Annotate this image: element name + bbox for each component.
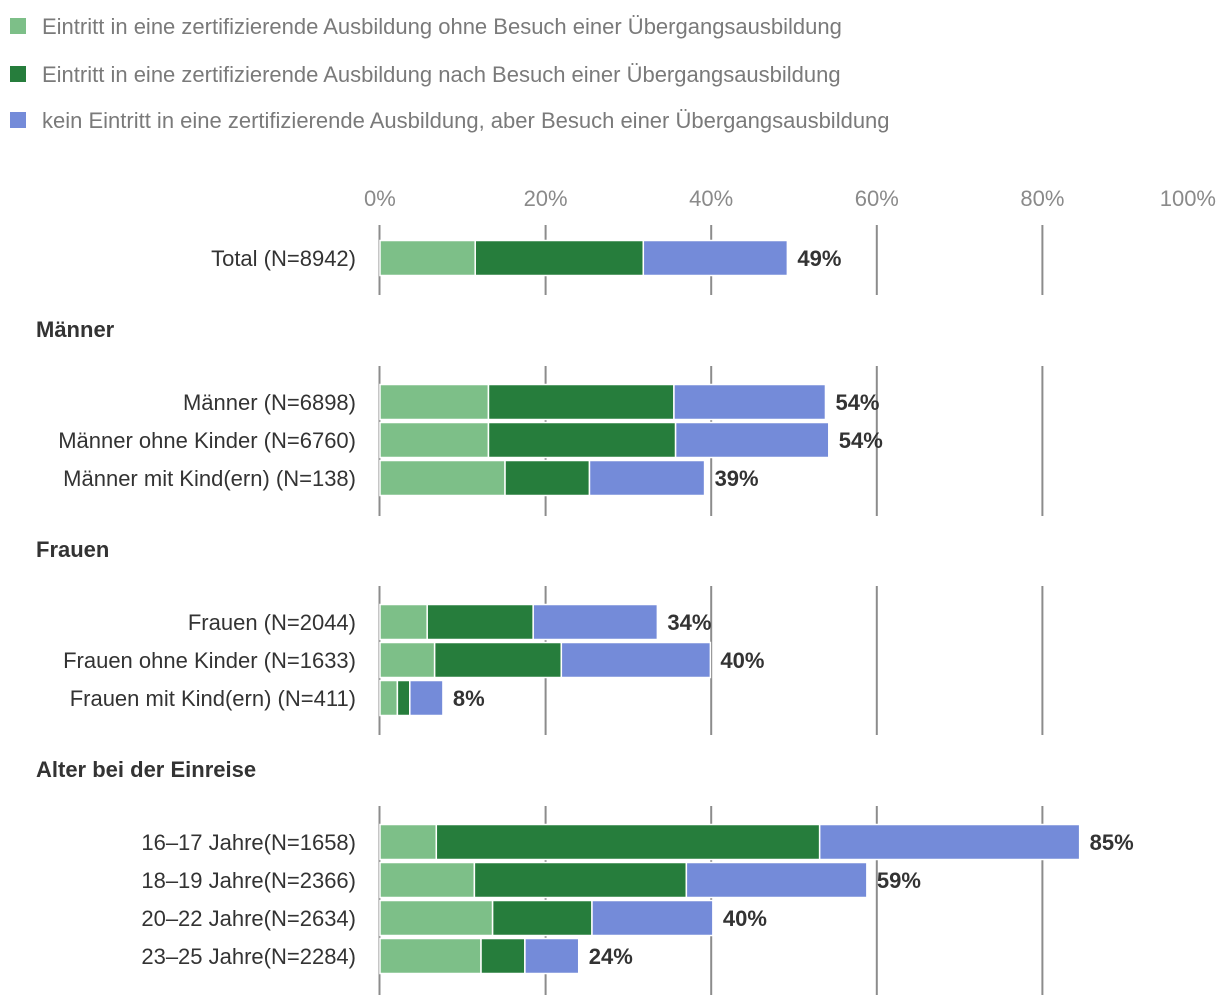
legend-swatch-3: [10, 112, 26, 128]
bar-segment-1: [379, 603, 428, 641]
row-label: Frauen mit Kind(ern) (N=411): [70, 686, 356, 711]
group-title: Frauen: [36, 537, 109, 562]
bar-segment-2: [396, 679, 411, 717]
bar-segment-3: [524, 937, 580, 975]
row-label: Total (N=8942): [211, 246, 356, 271]
bar-segment-2: [480, 937, 526, 975]
x-tick-label: 0%: [364, 186, 396, 211]
total-label: 85%: [1090, 830, 1134, 855]
bar-segment-2: [474, 239, 645, 277]
bar-segment-1: [379, 459, 506, 497]
bar-segment-2: [473, 861, 688, 899]
total-label: 40%: [720, 648, 764, 673]
bar-segment-1: [379, 383, 490, 421]
x-tick-label: 100%: [1160, 186, 1216, 211]
bar-segment-3: [588, 459, 706, 497]
bar-segment-1: [379, 641, 436, 679]
total-label: 24%: [589, 944, 633, 969]
bar-segment-1: [379, 861, 476, 899]
bar-segment-3: [685, 861, 868, 899]
row-label: Männer (N=6898): [183, 390, 356, 415]
row-label: Frauen ohne Kinder (N=1633): [63, 648, 356, 673]
row-label: Männer mit Kind(ern) (N=138): [63, 466, 356, 491]
legend-label-1: Eintritt in eine zertifizierende Ausbild…: [42, 14, 842, 39]
bar-segment-2: [491, 899, 593, 937]
row-label: 20–22 Jahre(N=2634): [141, 906, 356, 931]
legend-label-3: kein Eintritt in eine zertifizierende Au…: [42, 108, 890, 133]
total-label: 40%: [723, 906, 767, 931]
bar-segment-2: [435, 823, 821, 861]
bar-segment-1: [379, 899, 494, 937]
group-title: Männer: [36, 317, 115, 342]
bar-segment-3: [818, 823, 1081, 861]
bar-segment-3: [674, 421, 830, 459]
total-label: 54%: [839, 428, 883, 453]
legend-label-2: Eintritt in eine zertifizierende Ausbild…: [42, 62, 841, 87]
bar-segment-1: [379, 239, 476, 277]
total-label: 39%: [715, 466, 759, 491]
bar-segment-3: [409, 679, 444, 717]
bar-segment-2: [433, 641, 563, 679]
bar-segment-1: [379, 421, 490, 459]
bar-segment-1: [379, 823, 438, 861]
bar-segment-3: [642, 239, 789, 277]
row-label: Männer ohne Kinder (N=6760): [58, 428, 356, 453]
legend-swatch-2: [10, 66, 26, 82]
bar-segment-3: [673, 383, 827, 421]
row-label: Frauen (N=2044): [188, 610, 356, 635]
total-label: 49%: [797, 246, 841, 271]
group-title: Alter bei der Einreise: [36, 757, 256, 782]
x-tick-label: 60%: [855, 186, 899, 211]
bar-segment-3: [560, 641, 712, 679]
bar-segment-3: [532, 603, 659, 641]
x-tick-label: 40%: [689, 186, 733, 211]
bar-segment-1: [379, 937, 482, 975]
legend-swatch-1: [10, 18, 26, 34]
bar-segment-3: [591, 899, 714, 937]
row-label: 23–25 Jahre(N=2284): [141, 944, 356, 969]
total-label: 34%: [667, 610, 711, 635]
row-label: 16–17 Jahre(N=1658): [141, 830, 356, 855]
total-label: 8%: [453, 686, 485, 711]
bar-segment-1: [379, 679, 399, 717]
bar-segment-2: [504, 459, 591, 497]
row-label: 18–19 Jahre(N=2366): [141, 868, 356, 893]
total-label: 54%: [835, 390, 879, 415]
x-tick-label: 20%: [524, 186, 568, 211]
bar-segment-2: [426, 603, 534, 641]
bar-segment-2: [487, 421, 677, 459]
total-label: 59%: [877, 868, 921, 893]
bar-segment-2: [487, 383, 675, 421]
x-tick-label: 80%: [1020, 186, 1064, 211]
